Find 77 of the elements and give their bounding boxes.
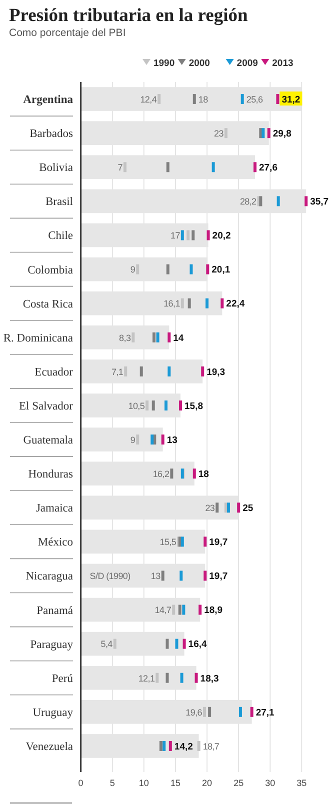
data-label: 16,4 <box>188 639 208 650</box>
data-label: 7,1 <box>111 366 124 377</box>
legend-label: 1990 <box>153 58 175 69</box>
legend-label: 2000 <box>188 58 210 69</box>
y-tick-label: Colombia <box>28 264 73 276</box>
y-tick-label: Paraguay <box>30 638 74 651</box>
data-label: 13 <box>150 571 161 582</box>
data-label: 22,4 <box>226 298 246 310</box>
data-label: 20,2 <box>212 230 231 242</box>
data-label: 19,6 <box>186 707 202 718</box>
x-tick-label: 30 <box>265 778 276 788</box>
data-label: 25,6 <box>246 94 263 104</box>
y-tick-label: Uruguay <box>32 706 74 719</box>
y-tick-label: Barbados <box>30 128 74 140</box>
y-tick-label: El Salvador <box>19 400 74 412</box>
data-label: 8,3 <box>119 332 131 343</box>
data-label: 19,7 <box>209 537 228 548</box>
y-tick-label: Nicaragua <box>26 570 73 583</box>
data-label: 7 <box>118 162 123 173</box>
y-tick-label: Venezuela <box>26 740 73 753</box>
x-tick-label: 5 <box>110 778 115 788</box>
data-label: 19,7 <box>209 571 228 582</box>
x-tick-label: 25 <box>234 778 244 788</box>
data-label: 9 <box>130 434 136 445</box>
data-label: 18,7 <box>202 741 220 752</box>
y-tick-label: Honduras <box>28 468 74 481</box>
data-label: 14,7 <box>154 605 172 616</box>
data-label: 27,1 <box>256 707 276 718</box>
data-label: 18,3 <box>200 673 219 684</box>
x-tick-label: 20 <box>202 778 212 788</box>
data-label: 5,4 <box>100 639 113 650</box>
data-label: 35,7 <box>310 196 329 208</box>
legend-label: 2013 <box>272 58 294 69</box>
chart-subtitle: Como porcentaje del PBI <box>9 27 126 39</box>
y-tick-label: Bolivia <box>39 162 73 174</box>
y-tick-label: Panamá <box>36 604 73 617</box>
y-tick-label: R. Dominicana <box>3 332 73 344</box>
data-label: 18 <box>198 94 208 104</box>
legend-label: 2009 <box>236 58 258 69</box>
chart-title: Presión tributaria en la región <box>9 6 248 26</box>
y-tick-label: Argentina <box>23 94 74 106</box>
data-label: 18,9 <box>204 605 223 616</box>
data-label: 12,1 <box>138 673 155 684</box>
data-label: 15,8 <box>184 400 204 412</box>
y-tick-label: Ecuador <box>34 366 74 378</box>
data-label: 27,6 <box>258 162 278 174</box>
x-tick-label: 10 <box>138 778 149 788</box>
x-tick-label: 35 <box>296 778 307 788</box>
data-label: 14,2 <box>174 741 193 752</box>
data-label: 17 <box>170 230 180 241</box>
y-tick-label: Chile <box>48 230 73 242</box>
x-tick-label: 0 <box>78 778 84 788</box>
data-label: 18 <box>198 468 209 480</box>
data-label: 20,1 <box>212 264 231 276</box>
data-label: 19,3 <box>206 366 226 378</box>
text: S/D (1990) <box>90 571 130 582</box>
y-tick-label: Jamaica <box>36 502 73 515</box>
y-tick-label: México <box>38 536 74 549</box>
y-tick-label: Costa Rica <box>22 298 73 310</box>
y-tick-label: Brasil <box>46 196 73 208</box>
data-label: 28,2 <box>240 196 257 207</box>
data-label: 29,8 <box>272 128 292 140</box>
data-label: 14 <box>173 332 184 344</box>
data-label: 16,2 <box>152 468 170 479</box>
data-label: 12,4 <box>140 94 157 104</box>
y-tick-label: Perú <box>52 672 74 685</box>
data-label: 10,5 <box>128 400 145 411</box>
data-label: 25 <box>242 503 254 514</box>
y-tick-label: Guatemala <box>23 434 73 447</box>
data-label: 16,1 <box>164 298 180 309</box>
data-label: 23 <box>214 128 224 138</box>
data-label: 9 <box>130 264 136 275</box>
data-label: 15,5 <box>160 537 176 548</box>
data-label: 13 <box>166 434 178 446</box>
data-label: 23 <box>205 503 215 514</box>
data-label: 31,2 <box>282 94 300 106</box>
x-tick-label: 15 <box>170 778 180 788</box>
